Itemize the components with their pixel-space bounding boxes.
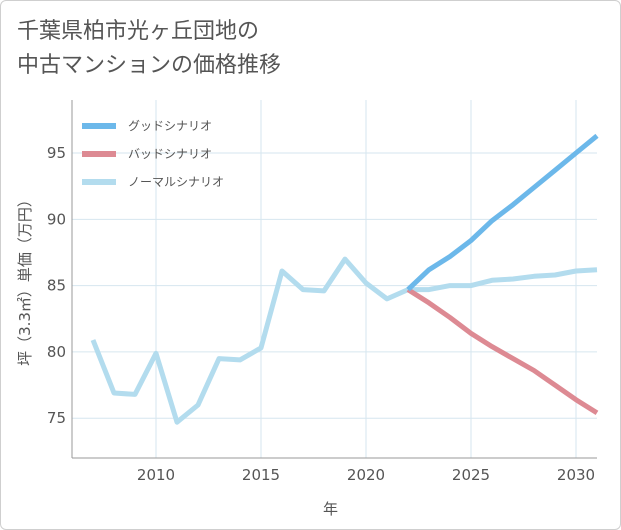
x-tick-label: 2010	[137, 466, 175, 484]
series-line-good	[406, 133, 599, 292]
chart-title: 千葉県柏市光ヶ丘団地の 中古マンションの価格推移	[17, 15, 281, 83]
chart-title-line-1: 千葉県柏市光ヶ丘団地の	[17, 19, 260, 44]
x-tick-label: 2015	[242, 466, 280, 484]
x-tick-label: 2020	[347, 466, 385, 484]
grid-lines	[72, 100, 597, 458]
series-lines	[90, 133, 599, 425]
x-tick-label: 2025	[452, 466, 490, 484]
legend-label-normal: ノーマルシナリオ	[128, 175, 224, 189]
series-line-bad	[406, 287, 599, 416]
y-tick-label: 75	[47, 409, 66, 427]
x-axis-label: 年	[323, 500, 338, 518]
chart-title-line-2: 中古マンションの価格推移	[17, 53, 282, 78]
x-tick-label: 2030	[557, 466, 595, 484]
y-tick-label: 90	[47, 210, 66, 228]
y-tick-label: 85	[47, 277, 66, 295]
y-tick-label: 95	[47, 144, 66, 162]
series-line-normal	[90, 256, 598, 425]
tick-labels: 2010 2015 2020 2025 2030 75 80 85 90 95	[47, 144, 595, 484]
legend-label-bad: バッドシナリオ	[128, 147, 212, 161]
axes	[71, 100, 597, 459]
legend-label-good: グッドシナリオ	[128, 119, 212, 133]
y-axis-label: 坪（3.3㎡）単価（万円）	[16, 192, 34, 366]
y-tick-label: 80	[47, 343, 66, 361]
